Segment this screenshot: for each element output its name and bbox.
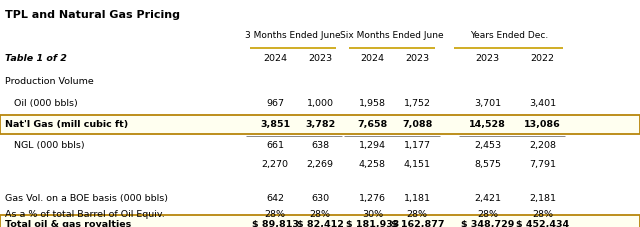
Text: 2,421: 2,421 [474, 194, 501, 203]
Text: $ 162,877: $ 162,877 [390, 220, 444, 227]
Text: 7,088: 7,088 [402, 120, 433, 129]
Text: Total oil & gas royalties: Total oil & gas royalties [5, 220, 131, 227]
Text: 2024: 2024 [263, 54, 287, 64]
Text: 638: 638 [311, 141, 329, 150]
Text: 642: 642 [266, 194, 284, 203]
Text: 4,258: 4,258 [359, 160, 386, 169]
Text: Gas Vol. on a BOE basis (000 bbls): Gas Vol. on a BOE basis (000 bbls) [5, 194, 168, 203]
Text: 2,269: 2,269 [307, 160, 333, 169]
Text: Six Months Ended June: Six Months Ended June [340, 31, 444, 40]
Text: 3,701: 3,701 [474, 99, 501, 108]
Text: 2024: 2024 [360, 54, 385, 64]
Text: 30%: 30% [362, 210, 383, 219]
Text: Table 1 of 2: Table 1 of 2 [5, 54, 67, 64]
Text: 967: 967 [266, 99, 284, 108]
Text: 630: 630 [311, 194, 329, 203]
Text: 8,575: 8,575 [474, 160, 501, 169]
Text: 28%: 28% [265, 210, 285, 219]
Text: As a % of total Barrel of Oil Equiv.: As a % of total Barrel of Oil Equiv. [5, 210, 165, 219]
Text: $ 452,434: $ 452,434 [516, 220, 570, 227]
Text: 3,782: 3,782 [305, 120, 335, 129]
Text: NGL (000 bbls): NGL (000 bbls) [14, 141, 84, 150]
Text: 1,294: 1,294 [359, 141, 386, 150]
Text: 2023: 2023 [405, 54, 429, 64]
Text: 2022: 2022 [531, 54, 555, 64]
Text: 28%: 28% [310, 210, 330, 219]
Text: $ 82,412: $ 82,412 [296, 220, 344, 227]
Text: 1,000: 1,000 [307, 99, 333, 108]
Text: $ 348,729: $ 348,729 [461, 220, 515, 227]
Text: 2023: 2023 [476, 54, 500, 64]
Text: 1,177: 1,177 [404, 141, 431, 150]
Text: 7,791: 7,791 [529, 160, 556, 169]
Text: 661: 661 [266, 141, 284, 150]
Text: 1,181: 1,181 [404, 194, 431, 203]
Text: 1,276: 1,276 [359, 194, 386, 203]
Text: 13,086: 13,086 [524, 120, 561, 129]
Text: 3,401: 3,401 [529, 99, 556, 108]
Text: Oil (000 bbls): Oil (000 bbls) [14, 99, 78, 108]
Text: 28%: 28% [407, 210, 428, 219]
Text: TPL and Natural Gas Pricing: TPL and Natural Gas Pricing [5, 10, 180, 20]
Text: 14,528: 14,528 [469, 120, 506, 129]
Text: 2,181: 2,181 [529, 194, 556, 203]
Text: 2,270: 2,270 [262, 160, 289, 169]
Text: 7,658: 7,658 [357, 120, 388, 129]
Text: 3,851: 3,851 [260, 120, 291, 129]
Text: 3 Months Ended June: 3 Months Ended June [245, 31, 340, 40]
Text: $ 89,813: $ 89,813 [252, 220, 299, 227]
Text: 1,752: 1,752 [404, 99, 431, 108]
Text: 28%: 28% [477, 210, 498, 219]
Bar [0, 215, 640, 227]
Text: 28%: 28% [532, 210, 553, 219]
Text: Production Volume: Production Volume [5, 77, 94, 86]
Text: 4,151: 4,151 [404, 160, 431, 169]
Text: 2023: 2023 [308, 54, 332, 64]
Text: 2,208: 2,208 [529, 141, 556, 150]
Text: 1,958: 1,958 [359, 99, 386, 108]
Bar [0, 115, 640, 134]
Text: 2,453: 2,453 [474, 141, 501, 150]
Text: Years Ended Dec.: Years Ended Dec. [470, 31, 548, 40]
Text: Nat'l Gas (mill cubic ft): Nat'l Gas (mill cubic ft) [5, 120, 129, 129]
Text: $ 181,933: $ 181,933 [346, 220, 399, 227]
